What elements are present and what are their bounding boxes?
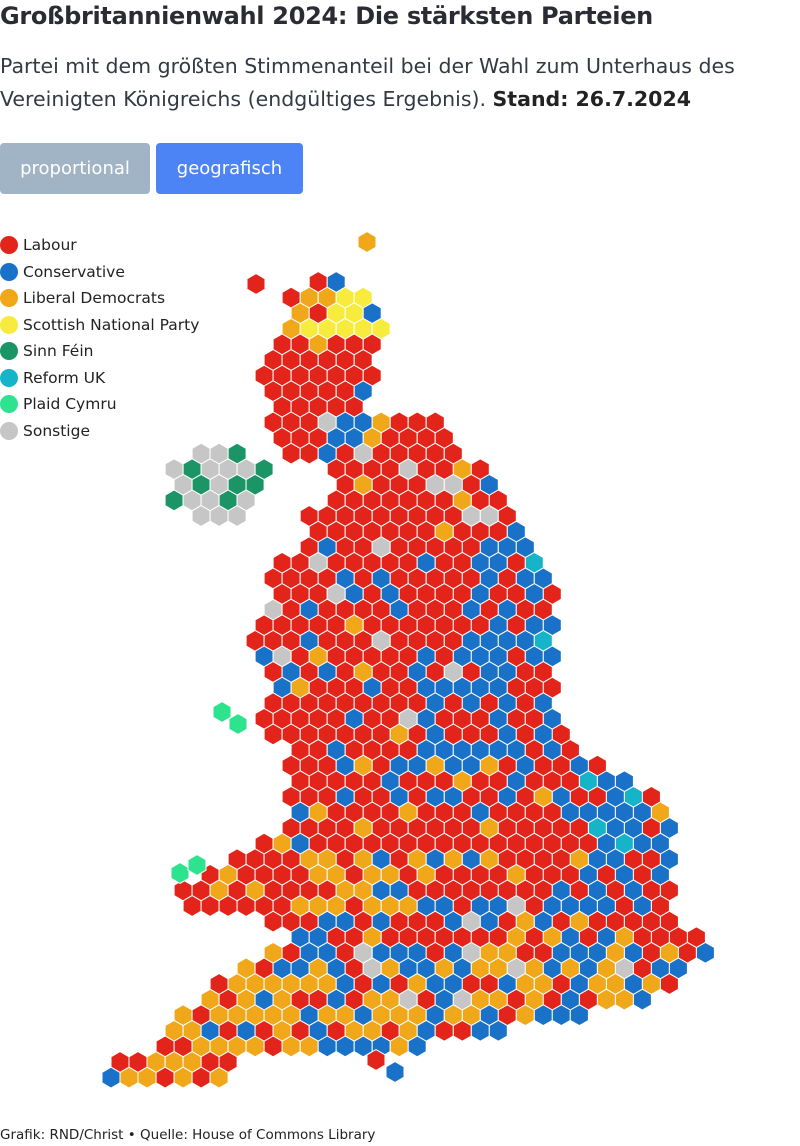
constituency-hex[interactable] [164, 489, 184, 512]
constituency-hex[interactable] [452, 1019, 472, 1042]
legend-dot-snp [0, 315, 18, 334]
constituency-hex[interactable] [236, 895, 256, 917]
constituency-hex[interactable] [659, 973, 679, 995]
legend-item-libdem: Liberal Democrats [0, 285, 199, 312]
constituency-hex[interactable] [191, 505, 211, 527]
constituency-hex[interactable] [200, 895, 220, 917]
legend-label-reform: Reform UK [23, 368, 106, 387]
legend-label-sinn-fein: Sinn Féin [23, 342, 94, 361]
constituency-hex[interactable] [263, 910, 283, 933]
legend-label-snp: Scottish National Party [23, 315, 200, 334]
constituency-hex[interactable] [212, 701, 232, 723]
legend-dot-sinn-fein [0, 342, 18, 361]
legend-dot-libdem [0, 289, 18, 308]
constituency-hex[interactable] [137, 1066, 157, 1089]
legend-dot-sonstige [0, 421, 18, 440]
constituency-hex[interactable] [281, 1035, 301, 1058]
proportional-button[interactable]: proportional [0, 143, 150, 194]
constituency-hex[interactable] [227, 505, 247, 527]
constituency-hex[interactable] [335, 1035, 355, 1058]
constituency-hex[interactable] [246, 273, 266, 295]
constituency-hex[interactable] [119, 1066, 139, 1089]
constituency-hex[interactable] [366, 1049, 386, 1071]
constituency-hex[interactable] [551, 1004, 571, 1027]
constituency-hex[interactable] [101, 1066, 121, 1089]
constituency-hex[interactable] [317, 1035, 337, 1058]
legend-dot-reform [0, 368, 18, 387]
constituency-hex[interactable] [695, 941, 715, 964]
constituency-hex[interactable] [182, 895, 202, 917]
stand-date: Stand: 26.7.2024 [492, 87, 691, 111]
constituency-hex[interactable] [299, 1035, 319, 1058]
constituency-hex[interactable] [632, 988, 652, 1011]
constituency-hex[interactable] [263, 723, 283, 746]
constituency-hex[interactable] [209, 505, 229, 527]
footer-credit: Grafik: RND/Christ • Quelle: House of Co… [0, 1127, 376, 1143]
constituency-hex[interactable] [170, 862, 190, 884]
legend-item-reform: Reform UK [0, 365, 199, 392]
constituency-hex[interactable] [357, 231, 377, 253]
constituency-hex[interactable] [434, 1019, 454, 1042]
constituency-hex[interactable] [191, 1066, 211, 1089]
legend-item-sinn-fein: Sinn Féin [0, 338, 199, 365]
legend-item-plaid: Plaid Cymru [0, 391, 199, 418]
constituency-hex[interactable] [263, 1035, 283, 1058]
page-title: Großbritannienwahl 2024: Die stärksten P… [0, 2, 653, 30]
constituency-hex[interactable] [299, 442, 319, 465]
legend-dot-conservative [0, 262, 18, 281]
constituency-hex[interactable] [614, 988, 634, 1011]
legend-label-conservative: Conservative [23, 262, 125, 281]
constituency-hex[interactable] [155, 1066, 175, 1089]
constituency-hex[interactable] [173, 1066, 193, 1089]
legend-item-conservative: Conservative [0, 259, 199, 286]
legend-item-labour: Labour [0, 232, 199, 259]
constituency-hex[interactable] [470, 1019, 490, 1042]
constituency-hex[interactable] [281, 442, 301, 465]
legend-item-sonstige: Sonstige [0, 418, 199, 445]
constituency-hex[interactable] [596, 988, 616, 1011]
page-subtitle: Partei mit dem größten Stimmenanteil bei… [0, 50, 790, 116]
legend-label-plaid: Plaid Cymru [23, 395, 117, 414]
constituency-hex[interactable] [407, 1035, 427, 1058]
constituency-hex[interactable] [245, 1035, 265, 1058]
legend-item-snp: Scottish National Party [0, 312, 199, 339]
constituency-hex[interactable] [488, 1019, 508, 1042]
constituency-hex[interactable] [515, 1004, 535, 1027]
subtitle-text: Partei mit dem größten Stimmenanteil bei… [0, 54, 735, 111]
legend-dot-labour [0, 236, 18, 255]
legend-label-labour: Labour [23, 236, 77, 255]
legend-label-sonstige: Sonstige [23, 421, 90, 440]
legend-label-libdem: Liberal Democrats [23, 289, 166, 308]
constituency-hex[interactable] [385, 1061, 405, 1083]
constituency-hex[interactable] [218, 895, 238, 917]
constituency-hex[interactable] [209, 1066, 229, 1089]
legend-dot-plaid [0, 395, 18, 414]
geografisch-button[interactable]: geografisch [156, 143, 303, 194]
constituency-hex[interactable] [187, 854, 207, 876]
constituency-hex[interactable] [569, 1004, 589, 1027]
legend: Labour Conservative Liberal Democrats Sc… [0, 232, 199, 444]
constituency-hex[interactable] [228, 713, 248, 735]
constituency-hex[interactable] [533, 1004, 553, 1027]
constituency-hex[interactable] [389, 1035, 409, 1058]
